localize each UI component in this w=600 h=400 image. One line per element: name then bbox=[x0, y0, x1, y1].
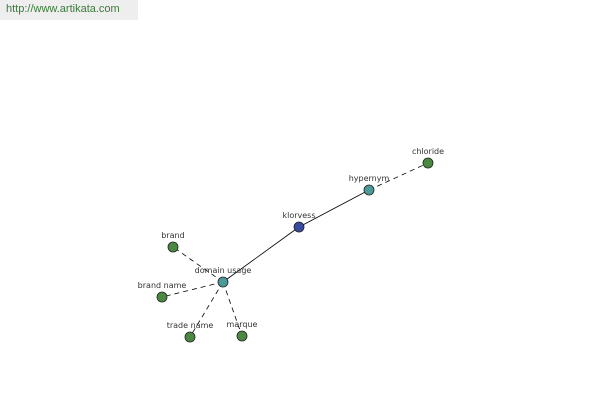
node bbox=[217, 276, 229, 288]
edge bbox=[172, 246, 224, 283]
node-label: hypernym bbox=[349, 174, 390, 183]
node bbox=[167, 241, 179, 253]
node-label: chloride bbox=[412, 147, 444, 156]
edge bbox=[222, 226, 300, 283]
node-label: trade name bbox=[167, 321, 214, 330]
edge bbox=[368, 162, 429, 191]
node bbox=[156, 291, 168, 303]
node bbox=[293, 221, 305, 233]
node bbox=[363, 184, 375, 196]
edge bbox=[161, 281, 224, 298]
node-label: domain usage bbox=[195, 266, 252, 275]
edge bbox=[189, 281, 224, 338]
node-label: brand name bbox=[138, 281, 187, 290]
edge bbox=[298, 189, 370, 228]
header: http://www.artikata.com bbox=[0, 0, 138, 20]
node bbox=[236, 330, 248, 342]
node bbox=[422, 157, 434, 169]
node-label: marque bbox=[227, 320, 258, 329]
node-label: brand bbox=[161, 231, 184, 240]
node-label: klorvess bbox=[282, 211, 315, 220]
edge bbox=[222, 281, 243, 337]
site-url[interactable]: http://www.artikata.com bbox=[6, 3, 120, 15]
node bbox=[184, 331, 196, 343]
